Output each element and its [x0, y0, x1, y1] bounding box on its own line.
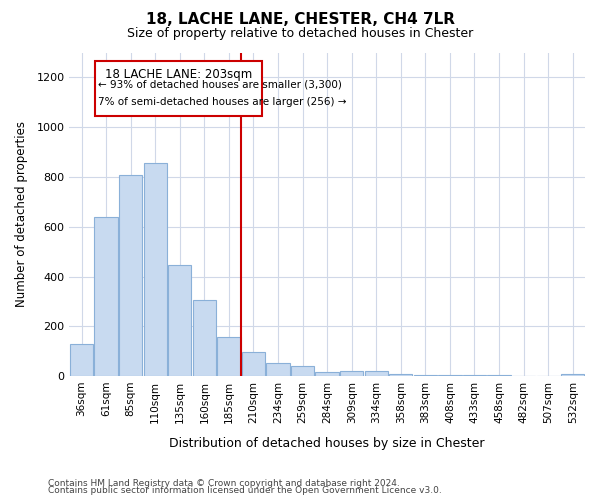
Bar — [143, 162, 167, 376]
Bar — [119, 175, 142, 376]
Bar — [94, 218, 118, 376]
Bar — [266, 363, 290, 376]
Bar — [217, 337, 241, 376]
Bar — [316, 372, 339, 376]
Bar — [193, 300, 216, 376]
Text: 7% of semi-detached houses are larger (256) →: 7% of semi-detached houses are larger (2… — [98, 98, 347, 108]
Bar — [168, 266, 191, 376]
Bar — [561, 374, 584, 376]
Text: 18 LACHE LANE: 203sqm: 18 LACHE LANE: 203sqm — [105, 68, 252, 81]
Text: Contains HM Land Registry data © Crown copyright and database right 2024.: Contains HM Land Registry data © Crown c… — [48, 478, 400, 488]
Text: Size of property relative to detached houses in Chester: Size of property relative to detached ho… — [127, 28, 473, 40]
Bar — [365, 371, 388, 376]
Text: ← 93% of detached houses are smaller (3,300): ← 93% of detached houses are smaller (3,… — [98, 80, 342, 90]
FancyBboxPatch shape — [95, 61, 262, 116]
Bar — [340, 371, 364, 376]
Bar — [242, 352, 265, 376]
Bar — [414, 375, 437, 376]
Bar — [70, 344, 93, 376]
X-axis label: Distribution of detached houses by size in Chester: Distribution of detached houses by size … — [169, 437, 485, 450]
Text: 18, LACHE LANE, CHESTER, CH4 7LR: 18, LACHE LANE, CHESTER, CH4 7LR — [146, 12, 455, 28]
Bar — [291, 366, 314, 376]
Y-axis label: Number of detached properties: Number of detached properties — [15, 122, 28, 308]
Bar — [438, 375, 461, 376]
Bar — [389, 374, 412, 376]
Text: Contains public sector information licensed under the Open Government Licence v3: Contains public sector information licen… — [48, 486, 442, 495]
